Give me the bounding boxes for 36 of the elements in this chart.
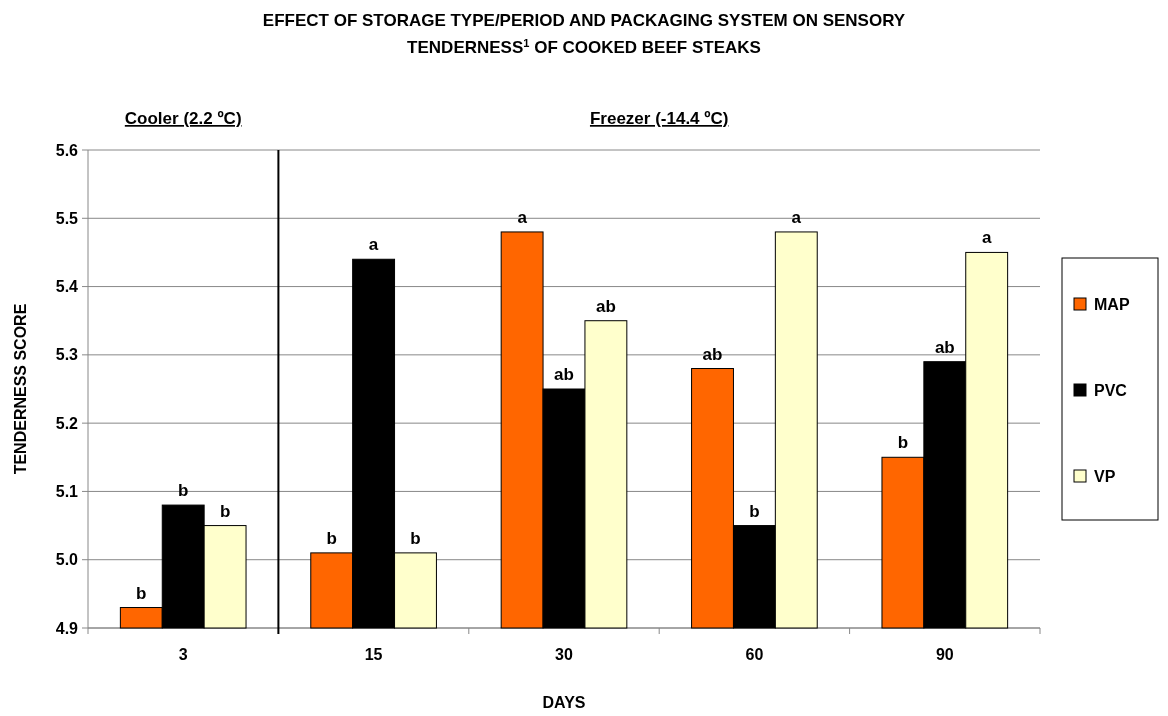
y-tick-label: 4.9	[55, 619, 79, 637]
data-label: ab	[554, 365, 574, 384]
x-tick-label: 15	[364, 646, 383, 663]
legend-label: PVC	[1094, 381, 1128, 399]
x-tick-label: 30	[555, 646, 573, 663]
data-label: a	[981, 228, 992, 248]
data-label: ab	[934, 337, 955, 357]
data-label: ab	[702, 344, 723, 364]
y-tick-label: 5.6	[55, 141, 79, 159]
x-tick-label: 60	[745, 646, 764, 663]
data-label: a	[517, 207, 528, 227]
data-label: b	[749, 501, 760, 521]
data-label: a	[368, 235, 379, 255]
data-label: ab	[595, 296, 616, 316]
y-axis-title: TENDERNESS SCORE	[12, 303, 29, 475]
chart-title: Cooler (2.2 ºC)	[124, 109, 242, 128]
data-label: b	[219, 501, 231, 521]
x-tick-label: 90	[935, 646, 954, 663]
y-tick-label: 5.4	[55, 278, 79, 296]
data-label: b	[897, 433, 909, 453]
y-tick-label: 5.2	[55, 414, 79, 432]
data-label: b	[410, 528, 421, 548]
x-tick-label: 3	[178, 646, 188, 663]
data-label: b	[136, 583, 147, 603]
y-tick-label: 5.3	[55, 346, 79, 364]
data-label: b	[178, 481, 189, 501]
data-label: a	[791, 207, 802, 227]
y-tick-label: 5.5	[55, 209, 79, 227]
legend-label: VP	[1094, 467, 1116, 485]
x-axis-title: DAYS	[542, 694, 586, 711]
legend-label: MAP	[1094, 295, 1130, 313]
chart-subtitle: Freezer (-14.4 ºC)	[589, 109, 729, 128]
chart-title: EFFECT OF STORAGE TYPE/PERIOD AND PACKAGING SYSTEM ON SENSORY TENDERNESS$^{1}$ OF COOKED BEEF STEAKS	[262, 11, 906, 57]
y-tick-label: 5.1	[55, 483, 79, 501]
y-tick-label: 5.0	[55, 551, 79, 569]
data-label: b	[326, 528, 337, 548]
